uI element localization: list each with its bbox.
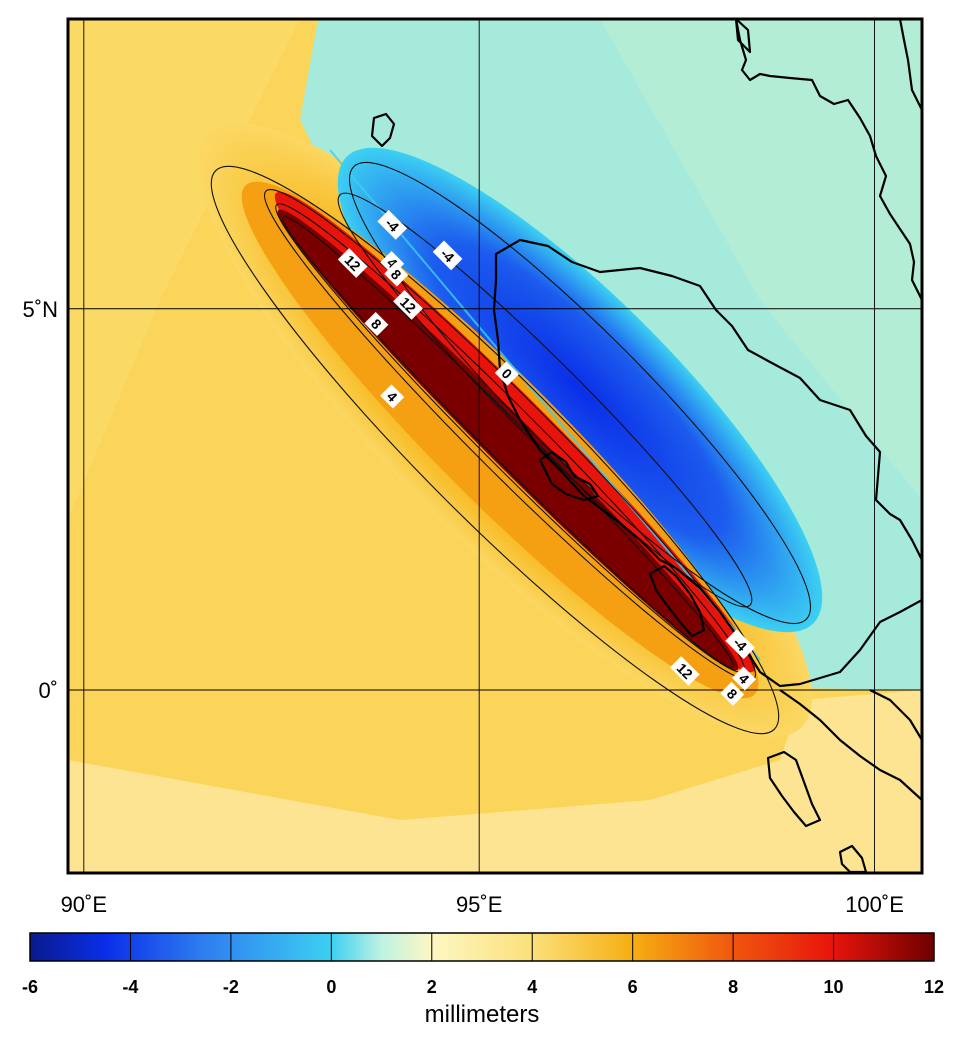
coastline-small-island	[766, 750, 822, 828]
contour-label-box	[494, 361, 519, 386]
coastline-sumatra-south	[779, 689, 922, 801]
contour-12	[282, 216, 734, 668]
coastline-sumatra-east	[869, 689, 922, 741]
contour-label-box	[732, 666, 757, 691]
contour-neg4-inner	[337, 192, 753, 608]
contour-label-box	[364, 311, 389, 337]
contour-label: 12	[669, 656, 700, 686]
coastline-islet-north	[370, 112, 396, 148]
far-field-pale-south	[68, 690, 922, 873]
contour-label-box	[432, 240, 463, 271]
contour-label: -4	[377, 210, 408, 240]
lat-tick-label: 0˚	[38, 678, 58, 703]
uplift-band-core	[277, 209, 739, 671]
colorbar-tick-label: 4	[527, 977, 537, 997]
map-frame	[66, 17, 924, 875]
contour-lines	[210, 161, 812, 735]
contour-label-box	[384, 262, 409, 287]
contour-4-outer	[210, 165, 780, 735]
contour-label: 8	[720, 681, 745, 706]
contour-label-box	[377, 210, 408, 240]
longitude-tick-labels: 90˚E 95˚E 100˚E	[61, 892, 904, 917]
coastline-nias-islet	[648, 564, 706, 638]
far-field-pale-west	[68, 19, 300, 520]
green-tint-northeast	[600, 19, 922, 500]
coastlines	[370, 19, 922, 873]
coastline-malay-peninsula	[734, 19, 922, 301]
coastline-islet-east-a	[734, 19, 752, 54]
colorbar-ramp	[29, 932, 935, 962]
colorbar-tick-label: 10	[824, 977, 844, 997]
colorbar-tick-label: 0	[326, 977, 336, 997]
contour-label-box	[720, 681, 745, 706]
contour-label: -4	[432, 240, 463, 271]
colorbar-tick-label: -2	[223, 977, 239, 997]
contour-label-box	[669, 656, 700, 686]
contour-neg4-outer	[348, 161, 812, 625]
contour-label: 12	[337, 248, 368, 278]
lon-tick-label: 90˚E	[61, 892, 107, 917]
contour-label: 8	[384, 262, 409, 287]
contour-label-box	[337, 248, 368, 278]
colorbar-tick-label: 2	[427, 977, 437, 997]
colorbar-tick-label: -6	[22, 977, 38, 997]
contour-label: 0	[494, 361, 519, 386]
colorbar-tick-label: 8	[728, 977, 738, 997]
contour-label: -4	[725, 629, 755, 660]
colorbar-tick-label: -4	[122, 977, 138, 997]
lon-tick-label: 100˚E	[845, 892, 904, 917]
contour-label-box	[380, 384, 405, 409]
colorbar-ticks: -6 -4 -2 0 2 4 6 8 10 12	[22, 933, 944, 997]
contour-label: 4	[732, 666, 757, 691]
colorbar-tick-label: 6	[628, 977, 638, 997]
contour-label: 8	[364, 311, 389, 337]
coastline-sumatra	[492, 238, 922, 688]
zero-crossing-line	[329, 149, 761, 661]
contour-label: 12	[393, 290, 423, 320]
colorbar-tick-label: 12	[924, 977, 944, 997]
contour-label: 4	[380, 384, 405, 409]
coastline-simeulue-islet	[538, 450, 600, 502]
graticule	[68, 19, 922, 873]
lat-tick-label: 5˚N	[23, 297, 58, 322]
contour-label-box	[393, 290, 423, 320]
colorbar-label: millimeters	[425, 1001, 540, 1028]
contour-label-box	[725, 629, 755, 660]
coastline-malay-segment	[898, 19, 922, 111]
colorbar: -6 -4 -2 0 2 4 6 8 10 12 millimeters	[22, 932, 944, 1028]
lon-tick-label: 95˚E	[456, 892, 502, 917]
latitude-tick-labels: 5˚N 0˚	[23, 297, 58, 703]
